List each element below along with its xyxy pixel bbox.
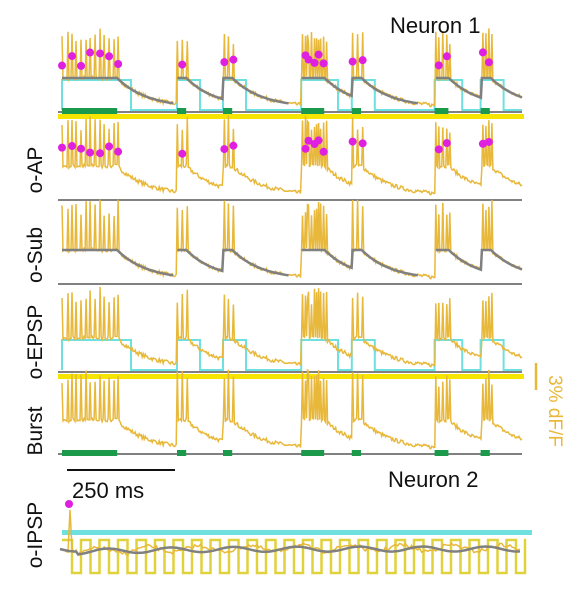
spike-marker [301, 144, 310, 153]
spike-marker [314, 136, 323, 145]
panel-o-ap [58, 115, 523, 201]
burst-marker [351, 450, 361, 456]
spike-marker [220, 58, 229, 67]
burst-marker [62, 108, 118, 114]
ipsp-subthreshold-trace [59, 545, 521, 556]
spike-marker [86, 148, 95, 157]
fluorescence-trace [61, 115, 523, 196]
spike-marker [319, 147, 328, 156]
fluorescence-trace [61, 369, 523, 450]
spike-marker [229, 55, 238, 64]
spike-marker [77, 144, 86, 153]
spike-marker [114, 147, 123, 156]
spike-marker [86, 48, 95, 57]
row-label-o-sub: o-Sub [24, 226, 47, 284]
panel-burst [58, 369, 523, 456]
row-label-burst: Burst [24, 406, 47, 456]
burst-marker [434, 108, 449, 114]
burst-marker [177, 450, 187, 456]
spike-marker [105, 142, 114, 151]
row-label-o-ipsp: o-IPSP [24, 501, 47, 569]
light-stim-bar [58, 114, 524, 119]
subthreshold-trace [62, 76, 523, 105]
spike-marker [304, 136, 313, 145]
burst-marker [301, 108, 325, 114]
spike-marker [358, 139, 367, 148]
spike-marker [77, 61, 86, 70]
burst-marker [223, 108, 233, 114]
spike-marker [434, 61, 443, 70]
burst-marker [434, 450, 449, 456]
spike-marker [68, 52, 77, 61]
burst-marker [351, 108, 361, 114]
subthreshold-trace [62, 248, 523, 277]
spike-marker [96, 149, 105, 158]
spike-marker [484, 137, 493, 146]
epsp-stim-trace [61, 339, 522, 371]
spike-marker [304, 55, 313, 64]
spike-marker [114, 59, 123, 68]
burst-marker [480, 108, 490, 114]
spike-marker [314, 50, 323, 59]
fluorescence-trace [61, 199, 523, 280]
amp-scale-label: 3% dF/F [544, 375, 565, 447]
row-label-o-epsp: o-EPSP [24, 304, 47, 380]
spike-marker [442, 139, 451, 148]
spike-marker [229, 141, 238, 150]
spike-marker [319, 59, 328, 68]
spike-marker [58, 61, 66, 70]
neuron2-label: Neuron 2 [388, 467, 479, 492]
epsp-stim-trace [61, 79, 522, 111]
spike-marker [96, 49, 105, 58]
fluorescence-trace [61, 286, 523, 368]
spike-marker [442, 52, 451, 61]
spike-marker [358, 56, 367, 65]
ipsp-light-bar [62, 530, 532, 535]
spike-marker [348, 137, 357, 146]
burst-marker [223, 450, 233, 456]
row-label-o-ap: o-AP [24, 146, 47, 194]
spike-marker [105, 52, 114, 61]
spike-marker [178, 60, 187, 69]
light-stim-bar [58, 374, 524, 379]
spike-marker [484, 58, 493, 67]
panel-neuron1-combined [58, 28, 524, 119]
burst-marker [177, 108, 187, 114]
ipsp-stim-trace [62, 538, 527, 575]
ipsp-spike-marker [65, 500, 73, 508]
burst-marker [62, 450, 118, 456]
panel-o-epsp [58, 286, 524, 379]
spike-marker [178, 149, 187, 158]
spike-marker [434, 145, 443, 154]
burst-marker [480, 450, 490, 456]
spike-marker [310, 58, 319, 67]
spike-marker [348, 57, 357, 66]
time-scale-label: 250 ms [72, 478, 145, 503]
panel-o-ipsp [59, 500, 532, 575]
spike-marker [58, 143, 66, 152]
spike-marker [478, 139, 487, 148]
panel-o-sub [58, 199, 523, 285]
spike-marker [68, 142, 77, 151]
spike-marker [478, 48, 487, 57]
spike-marker [220, 145, 229, 154]
burst-marker [301, 450, 325, 456]
neuron1-label: Neuron 1 [390, 13, 481, 38]
